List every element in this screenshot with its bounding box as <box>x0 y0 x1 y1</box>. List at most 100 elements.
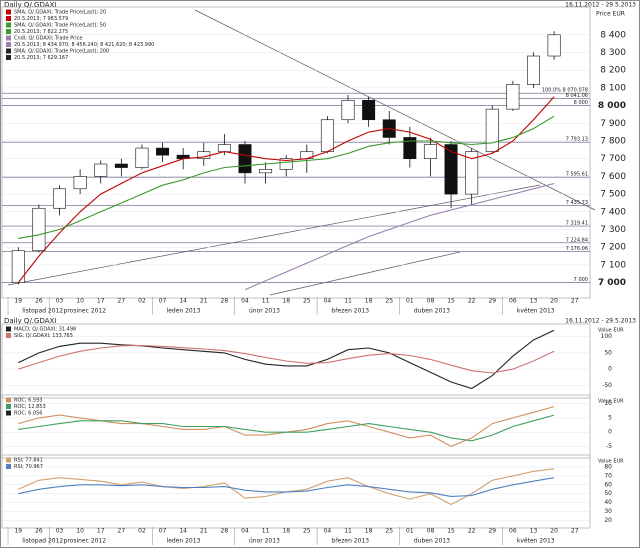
x-tick-label: 28 <box>221 528 229 535</box>
y-tick-label: 50 <box>604 349 612 356</box>
y-tick-label: 8 100 <box>600 83 626 93</box>
y-tick-label: 7 400 <box>600 207 626 217</box>
legend-entry: 20.5.2013; 7 822.275 <box>14 29 68 35</box>
x-tick-label: 03 <box>56 298 64 305</box>
level-label: 7 595.61 <box>566 172 588 178</box>
x-tick-label: 20 <box>550 528 558 535</box>
x-tick-label: 25 <box>385 298 393 305</box>
series-line <box>244 182 555 291</box>
x-tick-label: 17 <box>97 528 105 535</box>
y-tick-label: 8 400 <box>600 30 626 40</box>
x-tick-label: 03 <box>56 528 64 535</box>
candle-body <box>526 55 540 85</box>
x-tick-label: 18 <box>365 298 373 305</box>
legend-entry: SMA; Q/.GDAXI; Trade Price(Last); 50 <box>14 23 106 29</box>
x-tick-label: 25 <box>303 528 311 535</box>
candle-body <box>485 108 499 152</box>
panel-unit: Value EUR <box>598 328 624 334</box>
series-line <box>17 96 555 283</box>
x-tick-label: 27 <box>571 298 579 305</box>
legend-entry: RSI; 70.967 <box>14 464 43 470</box>
legend-swatch <box>6 404 11 409</box>
y-tick-label: 7 600 <box>600 172 626 182</box>
y-tick-label: 8 300 <box>600 48 626 58</box>
legend-entry: MACD; Q/.GDAXI; 31.498 <box>14 327 76 333</box>
month-label: únor 2013 <box>249 308 280 315</box>
x-tick-label: 17 <box>97 298 105 305</box>
series-line <box>18 329 555 390</box>
x-tick-label: 04 <box>324 298 332 305</box>
legend-swatch <box>6 464 11 469</box>
candle-body <box>238 144 252 174</box>
y-tick-label: 50 <box>604 490 612 497</box>
x-tick-label: 14 <box>179 298 187 305</box>
y-tick-label: 60 <box>604 481 612 488</box>
legend-entry: SMA; Q/.GDAXI; Trade Price(Last); 200 <box>14 49 109 55</box>
legend-entry: SMA; Q/.GDAXI; Trade Price(Last); 20 <box>14 10 106 16</box>
candle-body <box>114 163 128 168</box>
y-tick-label: 7 500 <box>600 190 626 200</box>
x-tick-label: 18 <box>282 298 290 305</box>
month-label: únor 2013 <box>249 538 280 545</box>
x-tick-label: 28 <box>221 298 229 305</box>
y-tick-label: 20 <box>604 517 612 524</box>
panel <box>1 323 591 399</box>
series-line <box>18 115 555 239</box>
candle-body <box>320 119 334 152</box>
y-tick-label: 7 900 <box>600 119 626 129</box>
month-label: leden 2013 <box>167 538 201 545</box>
legend-swatch <box>6 48 11 54</box>
level-label: 7 224.84 <box>566 237 588 243</box>
series-line <box>18 477 555 497</box>
legend-swatch <box>6 397 11 403</box>
legend-entry: 20.5.2013; 7 983.579 <box>14 16 68 22</box>
candle-body <box>444 144 458 195</box>
level-label: 7 435.73 <box>566 200 588 206</box>
panel-unit: Value EUR <box>598 399 624 405</box>
legend-swatch <box>6 16 11 21</box>
candle-body <box>32 207 46 252</box>
y-tick-label: 40 <box>604 499 612 506</box>
month-label: prosinec 2012 <box>64 308 107 315</box>
candle-body <box>94 163 108 177</box>
trend-line <box>269 251 461 296</box>
month-label: listopad 2012 <box>22 538 63 545</box>
legend-swatch <box>6 333 11 338</box>
candle-body <box>547 34 561 57</box>
month-label: duben 2013 <box>414 308 450 315</box>
x-tick-label: 13 <box>530 298 538 305</box>
x-tick-label: 18 <box>365 528 373 535</box>
month-label: březen 2013 <box>331 308 369 315</box>
legend-entry: ROC; 6.593 <box>14 398 43 404</box>
sub-title: Daily Q/.GDAXI <box>4 317 56 325</box>
sub-range: 16.11.2012 - 29.5.2013 <box>565 318 636 325</box>
panel <box>1 394 591 459</box>
month-label: březen 2013 <box>331 538 369 545</box>
month-label: květen 2013 <box>517 308 555 315</box>
candle-body <box>506 84 520 110</box>
legend-swatch <box>6 55 11 60</box>
x-tick-label: 06 <box>509 298 517 305</box>
x-tick-label: 29 <box>488 528 496 535</box>
candle-body <box>156 147 170 156</box>
x-tick-label: 15 <box>447 298 455 305</box>
x-tick-label: 13 <box>530 528 538 535</box>
legend-swatch <box>6 22 11 28</box>
y-tick-label: 100 <box>601 333 613 340</box>
y-tick-label: 10 <box>604 400 612 407</box>
legend-entry: RSI; 77.841 <box>14 458 43 464</box>
legend-swatch <box>6 9 11 15</box>
x-tick-label: 26 <box>35 298 43 305</box>
candle-body <box>217 144 231 152</box>
legend-swatch <box>6 326 11 332</box>
month-label: květen 2013 <box>517 538 555 545</box>
y-tick-label: 0 <box>608 429 612 436</box>
candle-body <box>423 144 437 159</box>
level-label: 7 000 <box>574 277 588 283</box>
x-tick-label: 04 <box>241 528 249 535</box>
range: 16.11.2012 - 29.5.2013 <box>565 2 636 9</box>
x-tick-label: 22 <box>468 528 476 535</box>
x-tick-label: 21 <box>200 298 208 305</box>
x-tick-label: 08 <box>427 298 435 305</box>
